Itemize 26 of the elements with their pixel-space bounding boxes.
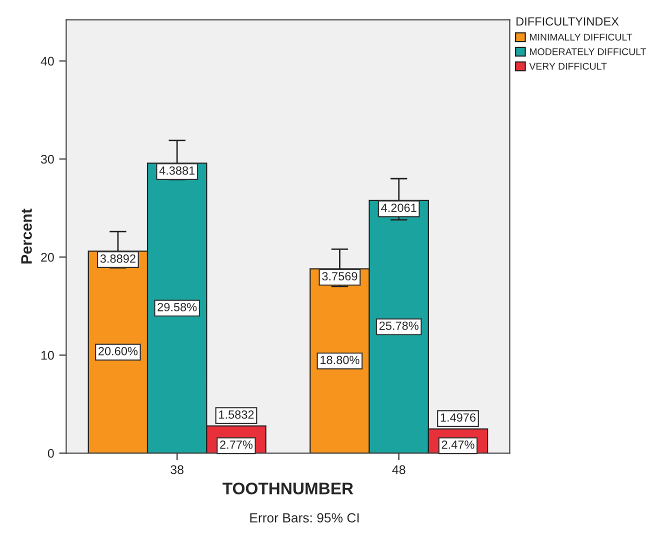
data-label: 25.78% [379, 322, 418, 330]
annotation: 4.2061 [381, 204, 416, 212]
y-tick-label: 30 [40, 154, 54, 164]
x-tick-label: 48 [392, 465, 406, 474]
x-tick-label: 38 [170, 465, 184, 474]
legend-label: MINIMALLY DIFFICULT [530, 34, 632, 41]
data-label: 20.60% [98, 346, 138, 356]
annotation: 1.4976 [440, 413, 476, 422]
data-label: 2.77% [220, 440, 253, 449]
text: Error Bars: 95% CI [250, 513, 359, 522]
annotation: 3.7569 [322, 272, 358, 280]
y-tick-label: 10 [41, 350, 54, 360]
annotation: 3.8892 [100, 254, 136, 263]
data-label: 2.47% [442, 440, 474, 449]
annotation: 1.5832 [219, 410, 254, 419]
legend-label: VERY DIFFICULT [529, 62, 607, 70]
legend-title: DIFFICULTYINDEX [516, 17, 619, 26]
legend-label: MODERATELY DIFFICULT [530, 48, 646, 56]
y-axis-title: Percent [21, 208, 32, 264]
y-tick-label: 0 [48, 448, 54, 458]
x-axis-title: TOOTHNUMBER [222, 482, 354, 494]
y-tick-label: 20 [41, 252, 54, 262]
y-tick-label: 40 [40, 56, 54, 66]
annotation: 4.3881 [159, 166, 195, 175]
data-label: 18.80% [320, 356, 360, 364]
data-label: 29.58% [158, 302, 197, 312]
